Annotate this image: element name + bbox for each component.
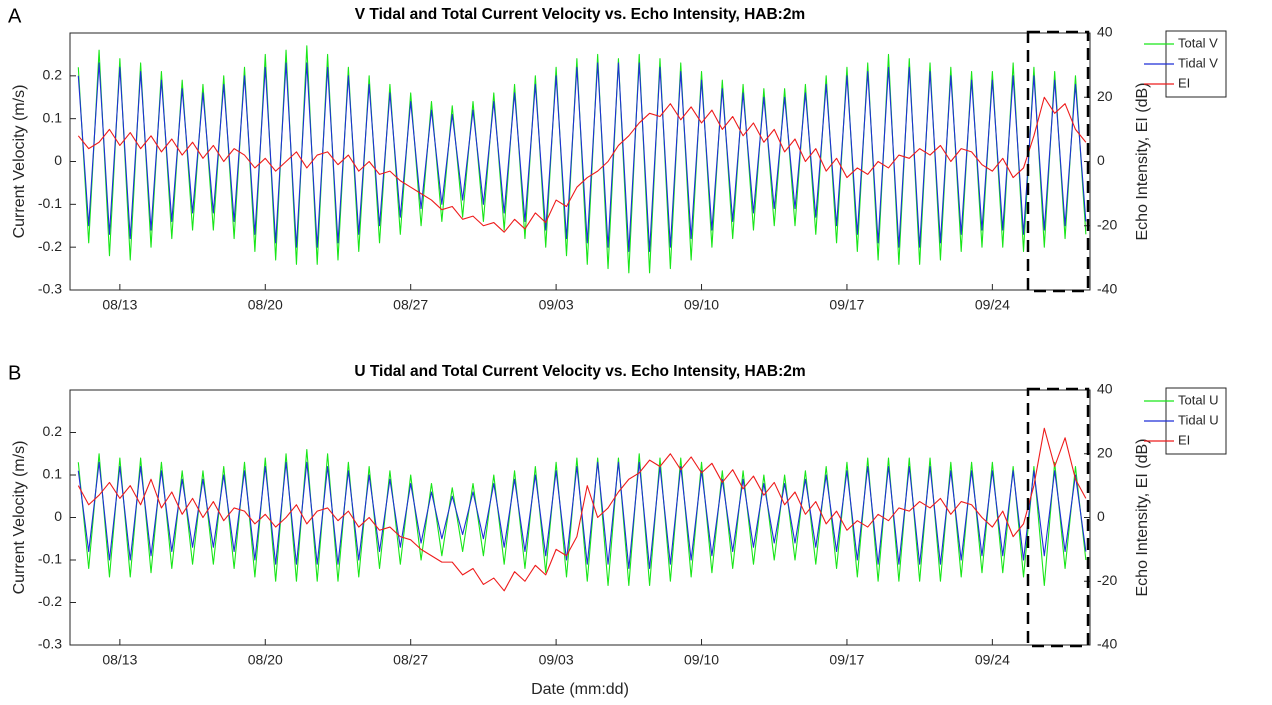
x-tick-label: 09/03 xyxy=(539,652,574,668)
y-tick-label: 0.1 xyxy=(43,109,63,125)
legend-box xyxy=(1165,387,1227,455)
x-tick-label: 09/24 xyxy=(975,652,1010,668)
y-tick-label: -0.1 xyxy=(38,195,62,211)
chart-title: U Tidal and Total Current Velocity vs. E… xyxy=(354,363,805,380)
y-tick-label: -0.1 xyxy=(38,551,62,567)
y2-tick-label: -40 xyxy=(1097,281,1117,297)
y-axis-label: Current Velocity (m/s) xyxy=(11,85,28,239)
plot-area xyxy=(70,33,1090,290)
legend-label: Total V xyxy=(1178,35,1218,50)
x-tick-label: 09/10 xyxy=(684,297,719,313)
x-tick-label: 08/13 xyxy=(102,652,137,668)
y-tick-label: 0.1 xyxy=(43,466,63,482)
y-tick-label: 0 xyxy=(54,508,62,524)
x-tick-label: 09/17 xyxy=(829,652,864,668)
y2-tick-label: -40 xyxy=(1097,636,1117,652)
x-tick-label: 09/10 xyxy=(684,652,719,668)
series-line xyxy=(77,96,1087,233)
y-tick-label: -0.3 xyxy=(38,281,62,297)
x-axis-label: Date (mm:dd) xyxy=(531,681,629,698)
y2-tick-label: 0 xyxy=(1097,152,1105,168)
y-tick-label: -0.2 xyxy=(38,238,62,254)
x-tick-label: 08/20 xyxy=(248,297,283,313)
legend-label: Tidal U xyxy=(1178,412,1219,427)
y2-tick-label: 0 xyxy=(1097,508,1105,524)
panel-label: A xyxy=(8,5,22,27)
x-tick-label: 08/27 xyxy=(393,297,428,313)
y2-tick-label: -20 xyxy=(1097,216,1117,232)
x-tick-label: 09/03 xyxy=(539,297,574,313)
y-tick-label: -0.3 xyxy=(38,636,62,652)
legend-label: EI xyxy=(1178,432,1190,447)
x-tick-label: 09/17 xyxy=(829,297,864,313)
y2-tick-label: 40 xyxy=(1097,24,1113,40)
plot-area xyxy=(70,390,1090,645)
series-line xyxy=(77,62,1087,252)
y2-tick-label: 20 xyxy=(1097,444,1113,460)
y-tick-label: 0.2 xyxy=(43,423,63,439)
y-tick-label: 0.2 xyxy=(43,67,63,83)
y2-axis-label: Echo Intensity, EI (dB) xyxy=(1134,439,1151,597)
highlight-box xyxy=(1026,387,1090,648)
y2-tick-label: -20 xyxy=(1097,572,1117,588)
panel-label: B xyxy=(8,362,21,384)
x-tick-label: 09/24 xyxy=(975,297,1010,313)
y2-axis-label: Echo Intensity, EI (dB) xyxy=(1134,83,1151,241)
x-tick-label: 08/27 xyxy=(393,652,428,668)
legend-label: Tidal V xyxy=(1178,55,1218,70)
y2-tick-label: 40 xyxy=(1097,381,1113,397)
highlight-box xyxy=(1026,30,1090,293)
x-tick-label: 08/13 xyxy=(102,297,137,313)
legend-label: Total U xyxy=(1178,392,1218,407)
y-axis-label: Current Velocity (m/s) xyxy=(11,441,28,595)
series-line xyxy=(77,461,1087,570)
x-tick-label: 08/20 xyxy=(248,652,283,668)
series-line xyxy=(77,427,1087,592)
y-tick-label: 0 xyxy=(54,152,62,168)
legend-label: EI xyxy=(1178,75,1190,90)
y2-tick-label: 20 xyxy=(1097,88,1113,104)
chart-title: V Tidal and Total Current Velocity vs. E… xyxy=(355,6,805,23)
y-tick-label: -0.2 xyxy=(38,593,62,609)
